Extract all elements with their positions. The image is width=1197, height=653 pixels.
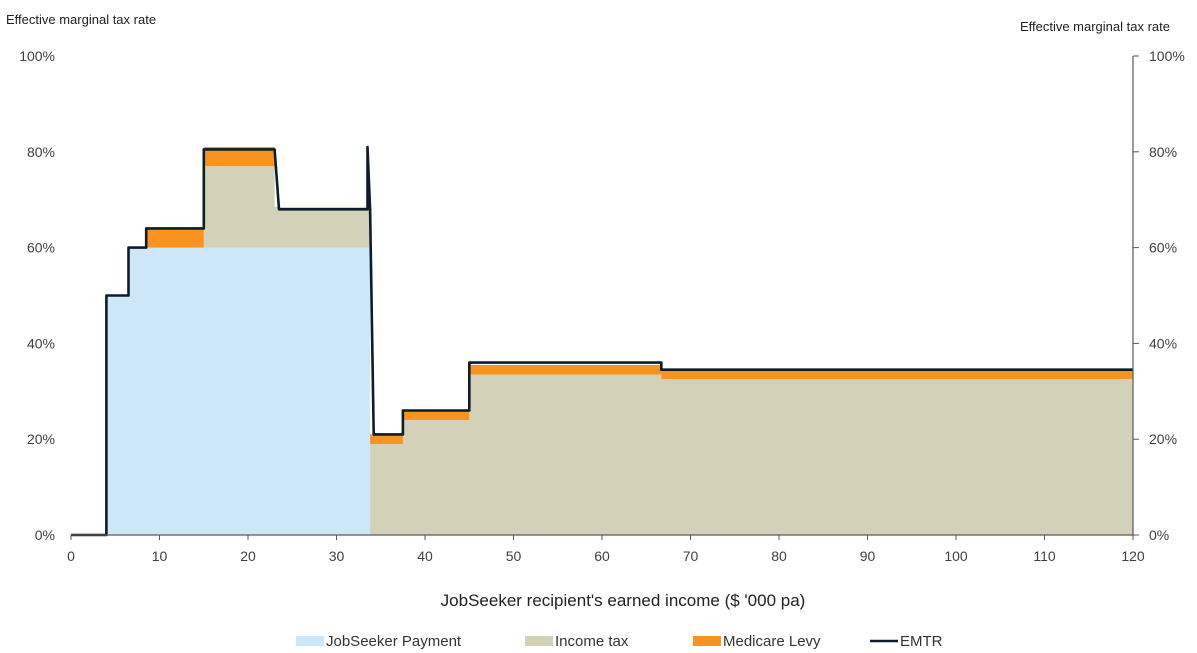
x-tick-label: 20 [240,548,256,564]
legend-label: JobSeeker Payment [326,633,462,650]
x-tick-label: 0 [67,548,75,564]
x-tick-label: 10 [152,548,168,564]
x-tick-label: 80 [771,548,787,564]
y-tick-label-right: 100% [1149,48,1185,64]
series-emtr-line [71,145,1133,537]
y-tick-label-left: 20% [27,431,55,447]
plot-area [71,145,1133,537]
y-tick-label-right: 20% [1149,431,1177,447]
legend-item-income-tax: Income tax [525,633,629,650]
y-tick-label-right: 80% [1149,144,1177,160]
x-axis-title: JobSeeker recipient's earned income ($ '… [441,591,806,610]
legend-item-medicare-levy: Medicare Levy [693,633,821,650]
legend-label: EMTR [900,633,943,650]
x-tick-label: 90 [860,548,876,564]
x-tick-label: 30 [329,548,345,564]
legend-label: Medicare Levy [723,633,821,650]
y-tick-label-right: 0% [1149,527,1169,543]
legend-swatch [525,636,553,646]
legend-swatch [296,636,324,646]
y-tick-label-right: 40% [1149,335,1177,351]
y-tick-label-left: 40% [27,335,55,351]
series-income-tax-area [71,166,1133,535]
legend-swatch [693,636,721,646]
legend-label: Income tax [555,633,629,650]
x-tick-label: 40 [417,548,433,564]
y-tick-label-left: 60% [27,240,55,256]
series-jobseeker-payment-area [71,247,1133,535]
legend: JobSeeker Payment Income tax Medicare Levy… [296,633,943,650]
y-axis-title-left: Effective marginal tax rate [6,12,156,27]
x-tick-label: 110 [1033,548,1056,564]
tick-labels: 0% 0% 20% 20% 40% 40% 60% 60% 80% 80% 100% 100% 0 10 2… [19,48,1185,564]
legend-item-jobseeker-payment: JobSeeker Payment [296,633,462,650]
x-tick-label: 100 [944,548,968,564]
y-tick-label-left: 80% [27,144,55,160]
legend-item-emtr: EMTR [870,633,943,650]
y-tick-label-right: 60% [1149,240,1177,256]
y-tick-label-left: 100% [19,48,55,64]
x-tick-label: 50 [506,548,522,564]
axes [70,55,1139,540]
x-tick-label: 70 [683,548,699,564]
x-tick-label: 120 [1121,548,1145,564]
y-tick-label-left: 0% [35,527,55,543]
x-tick-label: 60 [594,548,610,564]
y-axis-title-right: Effective marginal tax rate [1020,19,1170,34]
